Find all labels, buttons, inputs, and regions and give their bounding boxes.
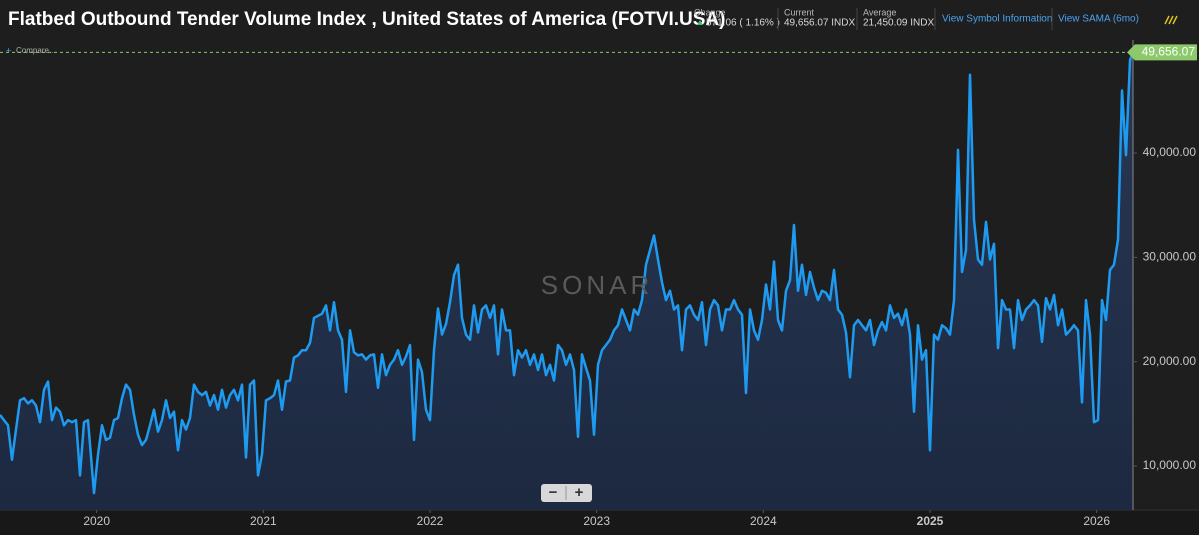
x-tick-label: 2021 (250, 514, 277, 528)
y-tick-label: 20,000.00 (1143, 354, 1197, 368)
y-tick-label: 40,000.00 (1143, 145, 1197, 159)
x-tick-label: 2023 (583, 514, 610, 528)
area-fill (0, 52, 1133, 511)
current-label: Current (784, 7, 815, 17)
x-axis-band (0, 510, 1199, 535)
x-tick-label: 2025 (917, 514, 944, 528)
change-value: 571.06 ( 1.16% ) (706, 18, 780, 29)
y-tick-label: 10,000.00 (1143, 458, 1197, 472)
average-label: Average (863, 7, 896, 17)
average-value: 21,450.09 INDX (863, 18, 934, 29)
compare-button[interactable]: Compare... (16, 46, 56, 55)
x-tick-label: 2020 (83, 514, 110, 528)
zoom-out[interactable]: − (549, 484, 558, 501)
series-line (0, 51, 1135, 495)
current-value: 49,656.07 INDX (784, 18, 855, 29)
x-tick-label: 2026 (1083, 514, 1110, 528)
title: Flatbed Outbound Tender Volume Index , U… (8, 9, 725, 30)
y-tick-label: 30,000.00 (1143, 250, 1197, 264)
plot-area (0, 51, 1135, 511)
up-arrow (697, 20, 703, 25)
change-label: Change (694, 7, 726, 17)
sama-icon (1164, 15, 1178, 25)
last-value-tag (1127, 44, 1197, 61)
sama-link[interactable]: View SAMA (6mo) (1058, 14, 1139, 25)
watermark: SONAR (541, 270, 653, 300)
last-value-label: 49,656.07 (1142, 45, 1196, 59)
x-tick-label: 2022 (417, 514, 444, 528)
x-tick-label: 2024 (750, 514, 777, 528)
compare-icon[interactable]: + (6, 45, 11, 55)
symbol-info-link[interactable]: View Symbol Information (942, 14, 1052, 25)
zoom-in[interactable]: + (575, 484, 584, 501)
